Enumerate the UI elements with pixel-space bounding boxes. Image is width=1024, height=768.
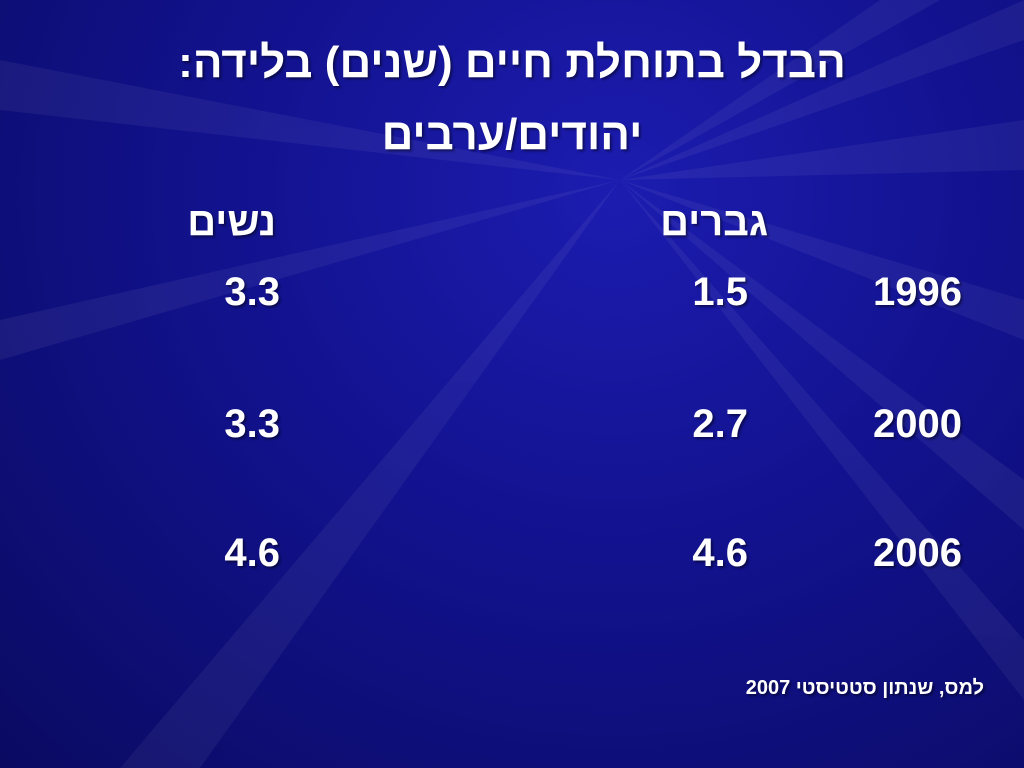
value-cell: 3.3 [224,402,280,446]
value-cell: 4.6 [692,531,748,575]
value-cell: 2.7 [692,402,748,446]
title-line: יהודים/ערבים [381,110,643,159]
year-cell: 2000 [873,402,962,446]
title-line: הבדל בתוחלת חיים (שנים) בלידה: [178,38,846,87]
column-header: גברים [660,200,768,244]
value-cell: 3.3 [224,270,280,314]
year-cell: 2006 [873,531,962,575]
year-cell: 1996 [873,270,962,314]
value-cell: 1.5 [692,270,748,314]
value-cell: 4.6 [224,531,280,575]
column-header: נשים [187,200,276,244]
source-note: למס, שנתון סטטיסטי 2007 [745,677,984,699]
